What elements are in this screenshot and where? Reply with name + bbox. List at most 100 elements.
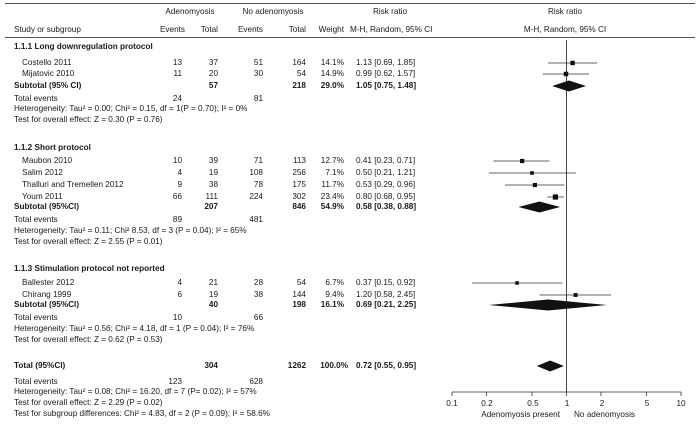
events2: 224 — [249, 192, 263, 201]
study-point — [532, 182, 538, 188]
total2: 113 — [292, 156, 306, 165]
subtotal-diamond — [518, 201, 561, 213]
events2: 71 — [253, 156, 263, 165]
subtotal-diamond — [488, 299, 607, 311]
events2: 30 — [253, 69, 263, 78]
total2: 218 — [292, 81, 306, 90]
total1: 111 — [205, 192, 218, 201]
total2-header: Total — [288, 25, 306, 34]
study-name: Maubon 2010 — [22, 156, 73, 165]
events2: 28 — [253, 278, 263, 287]
total2: 1262 — [287, 361, 306, 370]
total-events2: 81 — [253, 94, 263, 103]
risk-ratio-ci: 0.58 [0.38, 0.88] — [356, 202, 417, 211]
risk-ratio-ci: 0.69 [0.21, 2.25] — [356, 300, 417, 309]
weight: 16.1% — [320, 300, 344, 309]
weight: 14.1% — [320, 58, 344, 67]
subtotal-label: Subtotal (95%Cl) — [14, 202, 80, 211]
header-rule — [5, 37, 695, 38]
study-point — [530, 171, 534, 175]
risk-ratio-ci: 0.53 [0.29, 0.96] — [356, 180, 416, 189]
total2: 54 — [296, 278, 306, 287]
risk-ratio-ci: 0.37 [0.15, 0.92] — [356, 278, 416, 287]
subtotal-diamond — [552, 80, 586, 92]
weight: 9.4% — [325, 290, 344, 299]
study-point — [573, 293, 578, 297]
axis-tick-label: 0.1 — [446, 399, 458, 408]
group1-header: Adenomyosis — [165, 7, 215, 16]
study-point — [563, 71, 569, 77]
weight: 100.0% — [320, 361, 348, 370]
overall-effect: Test for overall effect: Z = 0.62 (P = 0… — [14, 335, 163, 344]
risk-ratio-ci: 1.20 [0.58, 2.45] — [356, 290, 416, 299]
events1: 6 — [177, 290, 182, 299]
method-header: M-H, Random, 95% CI — [350, 25, 433, 34]
axis-tick-label: 0.5 — [527, 399, 539, 408]
total2: 846 — [292, 202, 306, 211]
axis-tick-label: 1 — [564, 399, 570, 408]
study-name: Thalluri and Tremellen 2012 — [22, 180, 124, 189]
events1: 4 — [177, 168, 182, 177]
axis-left-label: Adenomyosis present — [481, 410, 560, 419]
events2: 38 — [253, 290, 263, 299]
total1: 207 — [204, 202, 218, 211]
study-name: Costello 2011 — [22, 58, 72, 67]
total-events1: 10 — [172, 313, 182, 322]
study-name: Youm 2011 — [22, 192, 63, 201]
events1: 9 — [177, 180, 182, 189]
total-events1: 24 — [172, 94, 182, 103]
events2-header: Events — [237, 25, 263, 34]
axis-tick-label: 2 — [599, 399, 605, 408]
subgroup-title: 1.1.3 Stimulation protocol not reported — [14, 264, 165, 273]
total-events-label: Total events — [14, 377, 58, 386]
axis-right-label: No adenomyosis — [574, 410, 635, 419]
overall-effect: Test for overall effect: Z = 2.29 (P = 0… — [14, 398, 163, 407]
total-diamond — [536, 360, 564, 372]
risk-ratio-ci: 0.99 [0.62, 1.57] — [356, 69, 416, 78]
events2: 78 — [253, 180, 263, 189]
weight: 12.7% — [320, 156, 344, 165]
weight: 29.0% — [320, 81, 344, 90]
study-name: Chirang 1999 — [22, 290, 72, 299]
overall-effect: Test for overall effect: Z = 0.30 (P = 0… — [14, 115, 163, 124]
total1: 38 — [208, 180, 218, 189]
risk-ratio-ci: 0.72 [0.55, 0.95] — [356, 361, 417, 370]
weight: 6.7% — [325, 278, 344, 287]
total-events2: 481 — [249, 215, 263, 224]
total-events2: 66 — [253, 313, 263, 322]
events2: 51 — [253, 58, 263, 67]
risk-ratio-ci: 0.80 [0.68, 0.95] — [356, 192, 416, 201]
total1: 304 — [204, 361, 218, 370]
total1: 39 — [208, 156, 218, 165]
total-events1: 123 — [168, 377, 182, 386]
heterogeneity: Heterogeneity: Tau² = 0.11; Chi² 8.53, d… — [14, 226, 247, 235]
weight: 23.4% — [320, 192, 344, 201]
total1-header: Total — [200, 25, 218, 34]
subgroup-title: 1.1.1 Long downregulation protocol — [14, 42, 153, 51]
study-point — [552, 194, 559, 200]
risk-ratio-ci: 0.50 [0.21, 1.21] — [356, 168, 416, 177]
total2: 256 — [292, 168, 306, 177]
axis-tick-label: 0.2 — [481, 399, 493, 408]
total2: 302 — [292, 192, 306, 201]
weight-header: Weight — [318, 25, 344, 34]
total-events2: 628 — [249, 377, 263, 386]
study-point — [515, 281, 519, 285]
total2: 175 — [292, 180, 306, 189]
total2: 144 — [292, 290, 306, 299]
total-events-label: Total events — [14, 215, 58, 224]
total1: 19 — [208, 168, 218, 177]
study-name: Mijatovic 2010 — [22, 69, 75, 78]
risk-ratio-ci: 0.41 [0.23, 0.71] — [356, 156, 416, 165]
events1: 11 — [173, 69, 183, 78]
events2: 108 — [249, 168, 263, 177]
weight: 7.1% — [325, 168, 344, 177]
risk-ratio-ci: 1.13 [0.69, 1.85] — [356, 58, 416, 67]
group2-header: No adenomyosis — [242, 7, 304, 16]
risk-ratio-ci: 1.05 [0.75, 1.48] — [356, 81, 417, 90]
study-name: Ballester 2012 — [22, 278, 75, 287]
events1: 66 — [172, 192, 182, 201]
total2: 54 — [296, 69, 306, 78]
weight: 14.9% — [320, 69, 344, 78]
